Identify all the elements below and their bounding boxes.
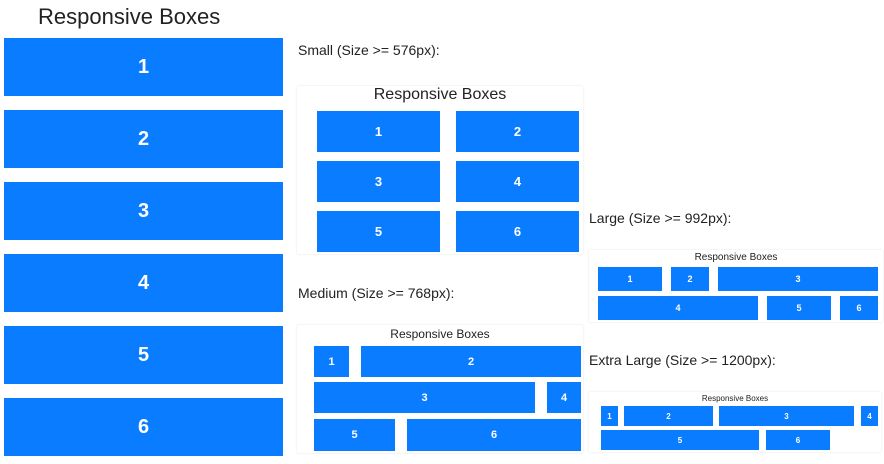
small-preview-title: Responsive Boxes [373,86,507,103]
large-label: Large (Size >= 992px): [589,210,732,226]
large-box-1: 1 [598,267,662,291]
xlarge-box-1: 1 [601,406,618,426]
xlarge-label: Extra Large (Size >= 1200px): [589,352,776,368]
xlarge-box-6: 6 [766,430,830,450]
medium-box-2: 2 [361,346,581,377]
small-box-3: 3 [317,161,440,202]
medium-preview: Responsive Boxes 1 2 3 4 5 6 [297,325,583,453]
medium-label: Medium (Size >= 768px): [298,285,455,301]
large-box-2: 2 [671,267,709,291]
medium-box-4: 4 [547,382,581,413]
xlarge-box-5: 5 [601,430,759,450]
large-preview-title: Responsive Boxes [694,252,778,263]
large-box-6: 6 [840,296,878,320]
small-preview: Responsive Boxes 1 2 3 4 5 6 [297,86,583,254]
large-box-3: 3 [718,267,878,291]
xlarge-box-4: 4 [861,406,878,426]
box-3: 3 [4,182,283,240]
medium-box-1: 1 [314,346,349,377]
medium-preview-title: Responsive Boxes [390,327,490,341]
small-box-1: 1 [317,111,440,152]
box-4: 4 [4,254,283,312]
xlarge-box-3: 3 [719,406,854,426]
small-label: Small (Size >= 576px): [298,42,440,58]
medium-box-6: 6 [407,419,581,451]
large-box-4: 4 [598,296,758,320]
large-preview: Responsive Boxes 1 2 3 4 5 6 [589,250,883,322]
small-box-2: 2 [456,111,579,152]
box-2: 2 [4,110,283,168]
box-6: 6 [4,398,283,456]
xlarge-preview: Responsive Boxes 1 2 3 4 5 6 [589,392,881,452]
xlarge-preview-title: Responsive Boxes [701,394,769,403]
small-box-4: 4 [456,161,579,202]
page-title: Responsive Boxes [38,4,221,29]
large-box-5: 5 [767,296,831,320]
box-1: 1 [4,38,283,96]
medium-box-5: 5 [314,419,395,451]
box-5: 5 [4,326,283,384]
xlarge-box-2: 2 [624,406,713,426]
medium-box-3: 3 [314,382,535,413]
small-box-5: 5 [317,211,440,252]
small-box-6: 6 [456,211,579,252]
